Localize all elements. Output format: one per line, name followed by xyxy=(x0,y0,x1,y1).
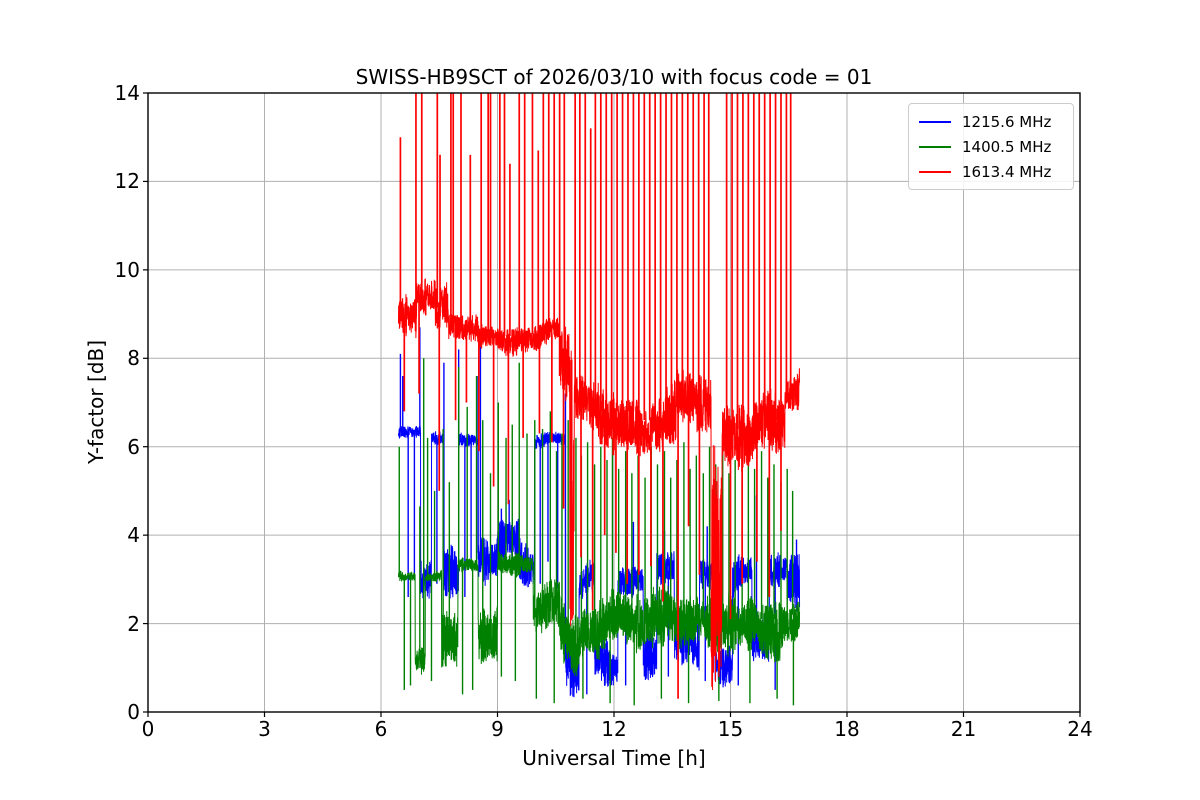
legend-label: 1613.4 MHz xyxy=(962,162,1052,181)
x-tick-label: 6 xyxy=(374,717,388,741)
x-tick-label: 0 xyxy=(141,717,155,741)
x-tick-label: 9 xyxy=(491,717,504,741)
x-tick-label: 21 xyxy=(950,717,977,741)
y-tick-label: 8 xyxy=(127,346,140,371)
legend-label: 1400.5 MHz xyxy=(962,137,1052,156)
x-tick-label: 18 xyxy=(834,717,860,741)
legend-item-1400-5-MHz: 1400.5 MHz xyxy=(919,134,1061,159)
x-axis-label: Universal Time [h] xyxy=(522,746,706,770)
legend-line-swatch xyxy=(919,170,951,173)
series-1613-4-MHz xyxy=(397,278,801,691)
y-tick-label: 4 xyxy=(127,523,140,548)
legend-item-1215-6-MHz: 1215.6 MHz xyxy=(919,109,1061,134)
legend: 1215.6 MHz 1400.5 MHz 1613.4 MHz xyxy=(908,103,1074,190)
y-tick-label: 2 xyxy=(127,611,140,636)
legend-item-1613-4-MHz: 1613.4 MHz xyxy=(919,159,1061,184)
x-tick-label: 15 xyxy=(717,717,744,741)
x-tick-label: 12 xyxy=(601,717,627,741)
legend-line-swatch xyxy=(919,145,951,148)
y-tick-label: 10 xyxy=(114,257,140,282)
y-tick-label: 6 xyxy=(127,434,140,459)
x-tick-label: 3 xyxy=(258,717,271,741)
y-tick-label: 14 xyxy=(114,81,140,105)
legend-line-swatch xyxy=(919,120,951,123)
legend-label: 1215.6 MHz xyxy=(962,112,1052,131)
series-1400-5-MHz xyxy=(397,551,801,677)
x-tick-label: 24 xyxy=(1067,717,1093,741)
y-tick-label: 0 xyxy=(127,700,140,724)
chart-title: SWISS-HB9SCT of 2026/03/10 with focus co… xyxy=(355,65,873,89)
y-tick-label: 12 xyxy=(114,169,140,194)
